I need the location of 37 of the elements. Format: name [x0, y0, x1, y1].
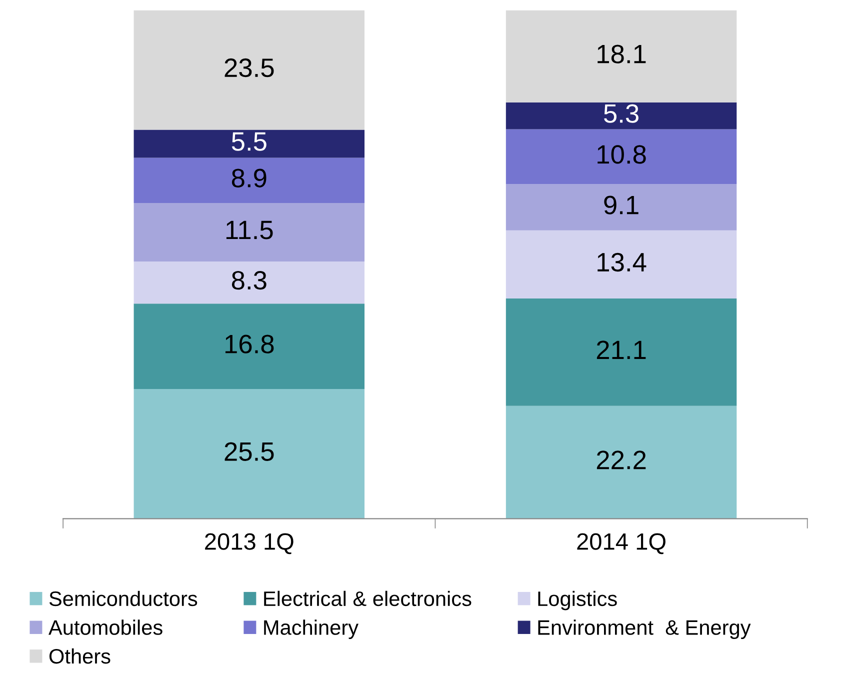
legend-label: Others	[49, 648, 110, 664]
legend-label: Automobiles	[48, 620, 162, 635]
legend-label: Logistics	[538, 590, 617, 610]
bar	[506, 129, 737, 184]
bar	[506, 406, 737, 519]
data-label: 9.1	[604, 196, 638, 214]
bar	[134, 10, 365, 130]
legend-label: Machinery	[264, 620, 358, 640]
legend-label: Semiconductors	[49, 590, 198, 606]
data-label: 18.1	[598, 44, 646, 64]
data-label: 5.5	[232, 132, 266, 151]
x-tick-label: 2014 1Q	[577, 533, 666, 554]
bar	[134, 304, 365, 390]
data-label: 8.3	[232, 270, 266, 290]
bar	[506, 10, 737, 102]
legend-label: Environment & Energy	[538, 620, 751, 640]
bar	[134, 261, 365, 304]
bar	[134, 389, 365, 519]
data-label: 23.5	[224, 58, 274, 78]
data-label: 16.8	[225, 334, 274, 354]
bar	[506, 184, 737, 230]
data-label: 11.5	[226, 220, 273, 240]
bar	[506, 298, 737, 406]
bar	[506, 230, 737, 299]
bar	[134, 202, 365, 262]
bar	[506, 102, 737, 130]
data-label: 13.4	[598, 252, 646, 272]
data-label: 25.5	[224, 442, 274, 461]
data-label: 10.8	[598, 145, 646, 164]
bar	[134, 158, 365, 203]
legend-label: Electrical & electronics	[264, 590, 472, 606]
data-label: 8.9	[232, 168, 266, 188]
data-label: 5.3	[604, 104, 638, 123]
data-label: 21.1	[596, 340, 646, 360]
data-label: 22.2	[596, 450, 646, 470]
bar	[134, 130, 365, 158]
x-tick-label: 2013 1Q	[205, 533, 294, 554]
